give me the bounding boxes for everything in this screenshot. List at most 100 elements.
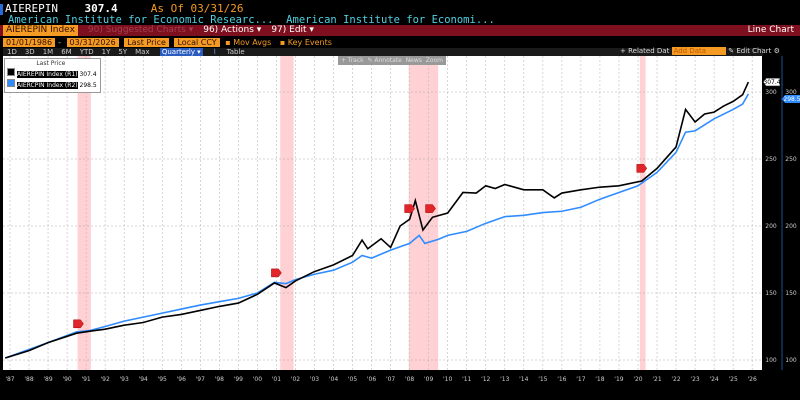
- mov-avgs-label: Mov Avgs: [233, 38, 272, 47]
- related-data-button[interactable]: + Related Dat: [620, 47, 670, 55]
- annotate-tool[interactable]: ✎ Annotate: [367, 57, 402, 64]
- x-tick-label: '89: [43, 376, 52, 383]
- legend-value: 298.5: [79, 82, 97, 89]
- y-tick-label-r1: 300: [765, 89, 777, 96]
- legend-label: AIEREPIN Index (R1): [17, 71, 78, 78]
- suggested-charts-button[interactable]: 90) Suggested Charts ▾: [87, 25, 194, 35]
- x-tick-label: '23: [690, 376, 699, 383]
- event-marker: [271, 268, 282, 278]
- last-value-tag-r2: [782, 95, 800, 104]
- key-events-checkbox[interactable]: ▪ Key Events: [279, 38, 332, 47]
- period-1m[interactable]: 1M: [42, 48, 54, 56]
- ticker: AIEREPIN: [5, 2, 58, 15]
- period-1y[interactable]: 1Y: [101, 48, 111, 56]
- controls-row: 01/01/1986- 03/31/2026 Last Price Local …: [3, 38, 338, 48]
- y-tick-label-r1: 200: [765, 223, 777, 230]
- x-tick-label: '12: [481, 376, 490, 383]
- y-tick-label-r1: 150: [765, 290, 777, 297]
- ticker-header: AIEREPIN 307.4 As Of 03/31/26: [0, 2, 244, 15]
- x-tick-label: '06: [367, 376, 376, 383]
- right-axis-panel: [762, 56, 800, 370]
- recession-band: [639, 56, 646, 370]
- gear-icon[interactable]: ⚙: [773, 47, 780, 55]
- x-tick-label: '94: [139, 376, 148, 383]
- x-tick-label: '91: [81, 376, 90, 383]
- period-toolbar: 1D 3D 1M 6M YTD 1Y 5Y Max Quarterly ▾ ⌇ Table: [3, 48, 763, 56]
- legend: Last Price AIEREPIN Index (R1) 307.4 AIE…: [4, 58, 101, 93]
- field-select[interactable]: Last Price: [124, 38, 169, 47]
- recession-band: [280, 56, 294, 370]
- series-line-2: [4, 93, 750, 359]
- last-value: 307.4: [84, 2, 118, 15]
- actions-menu[interactable]: 96) Actions ▾: [203, 25, 262, 35]
- description-1: American Institute for Economic Researc.…: [8, 14, 274, 26]
- track-tool[interactable]: + Track: [341, 57, 364, 64]
- x-tick-label: '10: [443, 376, 452, 383]
- x-tick-label: '15: [538, 376, 547, 383]
- x-tick-label: '87: [5, 376, 14, 383]
- x-tick-label: '14: [519, 376, 528, 383]
- chart-area[interactable]: [3, 56, 762, 370]
- x-tick-label: '19: [614, 376, 623, 383]
- y-tick-label-r1: 100: [765, 357, 777, 364]
- period-ytd[interactable]: YTD: [79, 48, 94, 56]
- chart-type-label: Line Chart: [747, 25, 794, 35]
- mov-avgs-checkbox[interactable]: ▪ Mov Avgs: [225, 38, 272, 47]
- legend-swatch: [7, 68, 15, 76]
- x-tick-label: '09: [424, 376, 433, 383]
- event-marker: [404, 204, 415, 213]
- x-tick-label: '96: [177, 376, 186, 383]
- x-tick-label: '95: [158, 376, 167, 383]
- y-tick-label-r2: 300: [785, 89, 797, 96]
- start-date-field[interactable]: 01/01/1986: [3, 38, 56, 47]
- currency-select[interactable]: Local CCY: [174, 38, 220, 47]
- event-marker: [425, 204, 436, 213]
- end-date-field[interactable]: 03/31/2026: [66, 38, 119, 47]
- asof-label: As Of: [150, 2, 184, 15]
- period-1d[interactable]: 1D: [7, 48, 17, 56]
- x-tick-label: '88: [24, 376, 33, 383]
- security-field[interactable]: AIEREPIN Index: [3, 25, 78, 36]
- x-tick-label: '92: [101, 376, 110, 383]
- x-tick-label: '03: [310, 376, 319, 383]
- edit-chart-button[interactable]: ✎ Edit Chart: [728, 47, 772, 55]
- x-tick-label: '04: [329, 376, 338, 383]
- menu-bar: AIEREPIN Index 90) Suggested Charts ▾ 96…: [0, 25, 800, 36]
- y-tick-label-r2: 100: [785, 357, 797, 364]
- legend-item-1[interactable]: AIEREPIN Index (R1) 307.4: [5, 68, 97, 79]
- x-tick-label: '20: [633, 376, 642, 383]
- legend-label: AIERCPIN Index (R2): [17, 82, 78, 89]
- x-tick-label: '17: [576, 376, 585, 383]
- table-button[interactable]: Table: [226, 48, 245, 56]
- add-data-input[interactable]: Add Data: [671, 47, 727, 55]
- period-max[interactable]: Max: [135, 48, 150, 56]
- period-5y[interactable]: 5Y: [118, 48, 128, 56]
- x-tick-label: '18: [595, 376, 604, 383]
- period-3d[interactable]: 3D: [24, 48, 35, 56]
- edit-menu[interactable]: 97) Edit ▾: [271, 25, 314, 35]
- frequency-select[interactable]: Quarterly ▾: [159, 48, 203, 56]
- x-tick-label: '01: [272, 376, 281, 383]
- x-tick-label: '98: [215, 376, 224, 383]
- chart-tools: + Track ✎ Annotate News Zoom: [338, 56, 447, 65]
- asof-date: 03/31/26: [190, 2, 244, 15]
- y-tick-label-r2: 200: [785, 223, 797, 230]
- event-marker: [73, 319, 84, 329]
- legend-item-2[interactable]: AIERCPIN Index (R2) 298.5: [5, 79, 97, 90]
- news-tool[interactable]: News: [405, 57, 422, 64]
- x-tick-label: '99: [234, 376, 243, 383]
- x-tick-label: '97: [196, 376, 205, 383]
- description-2: American Institute for Economi...: [286, 14, 495, 26]
- period-6m[interactable]: 6M: [61, 48, 72, 56]
- zoom-tool[interactable]: Zoom: [425, 57, 444, 64]
- x-tick-label: '24: [709, 376, 718, 383]
- last-value-r1: 307.4: [763, 79, 780, 86]
- recession-band: [77, 56, 91, 370]
- date-separator: -: [58, 38, 61, 47]
- line-chart-icon[interactable]: ⌇: [212, 48, 217, 56]
- legend-title: Last Price: [36, 60, 66, 67]
- legend-value: 307.4: [79, 71, 97, 78]
- x-tick-label: '93: [120, 376, 129, 383]
- x-tick-label: '13: [500, 376, 509, 383]
